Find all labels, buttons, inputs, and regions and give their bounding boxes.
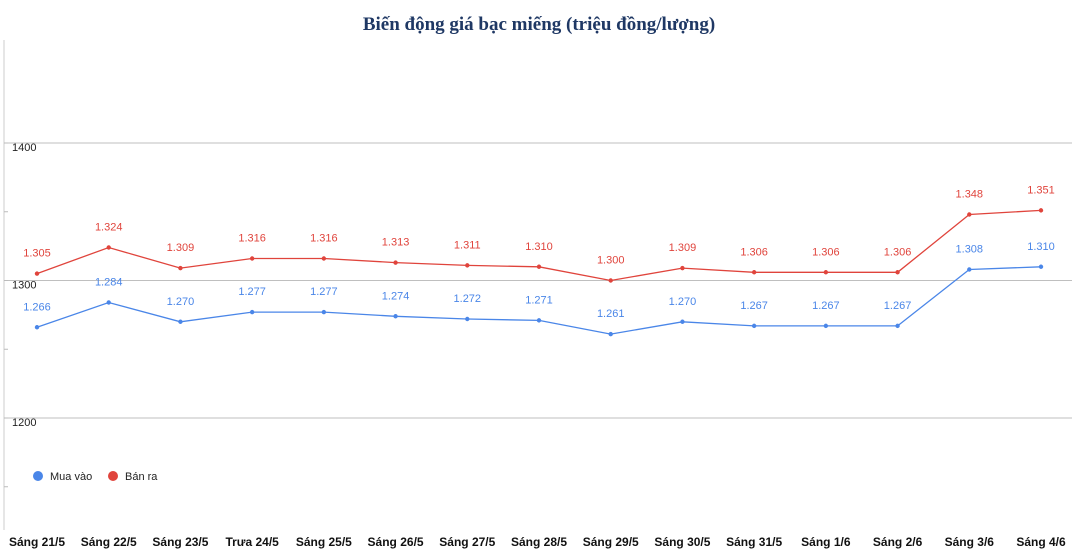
data-label: 1.310	[1027, 241, 1055, 253]
data-point	[536, 318, 542, 323]
data-point	[321, 256, 327, 261]
data-label: 1.309	[167, 242, 195, 254]
data-label: 1.271	[525, 294, 553, 306]
legend-marker	[33, 471, 43, 481]
data-label: 1.274	[382, 290, 410, 302]
data-point	[178, 319, 183, 324]
data-point	[106, 300, 111, 305]
data-label: 1.272	[454, 293, 482, 305]
data-point	[823, 270, 829, 275]
data-label: 1.266	[23, 301, 51, 313]
x-tick-label: Sáng 21/5	[9, 535, 65, 549]
data-point	[967, 267, 972, 272]
data-label: 1.306	[812, 246, 840, 258]
data-label: 1.284	[95, 277, 123, 289]
data-label: 1.306	[740, 246, 768, 258]
x-tick-label: Sáng 2/6	[873, 535, 923, 549]
data-label: 1.261	[597, 308, 625, 320]
data-point	[178, 265, 183, 271]
x-tick-label: Sáng 27/5	[439, 535, 495, 549]
legend-marker	[108, 471, 118, 481]
x-tick-label: Sáng 28/5	[511, 535, 567, 549]
x-tick-label: Sáng 30/5	[654, 535, 710, 549]
data-label: 1.313	[382, 237, 410, 249]
data-label: 1.270	[167, 296, 195, 308]
x-tick-label: Sáng 26/5	[368, 535, 424, 549]
data-point	[608, 278, 613, 283]
data-label: 1.300	[597, 255, 625, 267]
data-label: 1.270	[669, 296, 697, 308]
data-point	[249, 256, 255, 261]
x-tick-label: Sáng 25/5	[296, 535, 352, 549]
data-point	[249, 309, 255, 315]
data-label: 1.277	[238, 286, 266, 298]
data-point	[536, 264, 542, 269]
legend-label: Mua vào	[50, 471, 92, 483]
data-label: 1.324	[95, 222, 123, 234]
chart-title: Biến động giá bạc miếng (triệu đồng/lượn…	[362, 14, 716, 35]
data-point	[680, 319, 685, 324]
data-label: 1.316	[310, 233, 338, 245]
data-point	[393, 314, 398, 319]
data-label: 1.348	[956, 189, 984, 201]
data-point	[393, 260, 398, 265]
data-label: 1.309	[669, 242, 697, 254]
x-tick-label: Sáng 3/6	[945, 535, 995, 549]
data-point	[895, 323, 900, 329]
data-point	[321, 309, 327, 315]
x-tick-label: Trưa 24/5	[225, 535, 279, 549]
data-point	[823, 323, 829, 329]
y-tick-label: 1300	[12, 280, 36, 292]
x-tick-label: Sáng 4/6	[1016, 535, 1066, 549]
data-point	[1038, 208, 1044, 213]
x-tick-label: Sáng 1/6	[801, 535, 851, 549]
data-label: 1.316	[238, 233, 266, 245]
legend-label: Bán ra	[125, 471, 158, 483]
x-tick-label: Sáng 22/5	[81, 535, 137, 549]
y-tick-label: 1200	[12, 417, 36, 429]
data-point	[34, 271, 40, 276]
data-point	[465, 316, 470, 322]
data-label: 1.267	[740, 300, 768, 312]
data-point	[465, 263, 470, 268]
data-point	[967, 212, 972, 217]
data-label: 1.305	[23, 248, 51, 260]
data-point	[106, 245, 111, 250]
data-point	[34, 325, 40, 330]
data-point	[895, 270, 900, 275]
data-label: 1.267	[812, 300, 840, 312]
x-tick-label: Sáng 31/5	[726, 535, 782, 549]
x-tick-label: Sáng 23/5	[152, 535, 208, 549]
data-label: 1.311	[454, 239, 481, 251]
data-point	[751, 270, 757, 275]
data-point	[608, 331, 613, 337]
data-point	[680, 265, 685, 271]
y-tick-label: 1400	[12, 142, 36, 154]
data-label: 1.267	[884, 300, 912, 312]
data-label: 1.310	[525, 241, 553, 253]
data-label: 1.277	[310, 286, 338, 298]
data-point	[1038, 264, 1044, 269]
data-label: 1.351	[1027, 184, 1055, 196]
x-tick-label: Sáng 29/5	[583, 535, 639, 549]
data-label: 1.306	[884, 246, 912, 258]
data-label: 1.308	[956, 244, 984, 256]
data-point	[751, 323, 757, 329]
